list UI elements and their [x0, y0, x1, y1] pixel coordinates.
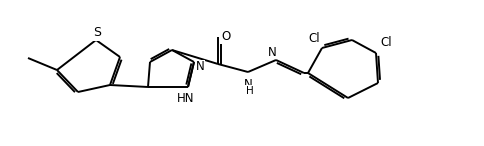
- Text: HN: HN: [177, 92, 195, 105]
- Text: S: S: [93, 27, 101, 40]
- Text: N: N: [243, 78, 252, 91]
- Text: Cl: Cl: [308, 32, 320, 45]
- Text: H: H: [246, 86, 254, 96]
- Text: N: N: [196, 60, 204, 73]
- Text: N: N: [268, 46, 276, 59]
- Text: O: O: [221, 31, 230, 44]
- Text: Cl: Cl: [380, 36, 392, 49]
